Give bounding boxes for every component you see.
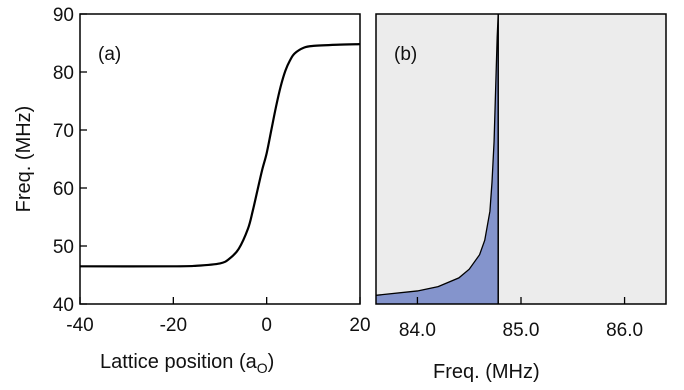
panel-b-x-tick-label: 85.0 (503, 320, 540, 341)
panel-a-ticks: 40 50 60 70 80 90 -40 -20 0 20 (53, 5, 371, 336)
panel-a-x-axis-title-subscript: O (257, 360, 268, 376)
panel-a-x-tick-label: 0 (261, 315, 272, 336)
panel-a-plot-area (79, 13, 361, 305)
panel-a-series-line (79, 43, 361, 268)
panel-a-x-tick-label: 20 (349, 315, 370, 336)
panel-b-x-tick-label: 84.0 (399, 320, 436, 341)
panel-a-x-tick-label: -40 (66, 315, 93, 336)
panel-a-y-axis-title: Freq. (MHz) (13, 106, 35, 213)
panel-a-x-tick-label: -20 (160, 315, 187, 336)
panel-a-y-tick-label: 70 (53, 121, 74, 142)
panel-b: 84.0 85.0 86.0 (b) Freq. (MHz) (375, 13, 667, 383)
panel-a-x-axis-title-close: ) (268, 351, 275, 373)
panel-a-y-tick-label: 50 (53, 237, 74, 258)
panel-a-y-tick-label: 90 (53, 5, 74, 26)
panel-b-ticks: 84.0 85.0 86.0 (399, 297, 643, 341)
panel-b-density-fill (376, 14, 499, 304)
panel-a: 40 50 60 70 80 90 -40 -20 0 20 (a) Freq. (MHz) La… (13, 5, 371, 376)
panel-b-tag: (b) (394, 44, 417, 65)
panel-b-x-tick-label: 86.0 (606, 320, 643, 341)
panel-a-x-axis-title: Lattice position (aO) (100, 351, 274, 376)
panel-a-y-tick-label: 60 (53, 179, 74, 200)
panel-a-y-tick-label: 80 (53, 63, 74, 84)
panel-a-tag: (a) (98, 44, 121, 65)
panel-a-y-tick-label: 40 (53, 295, 74, 316)
panel-b-density-line (375, 13, 499, 296)
panel-a-x-axis-title-main: Lattice position (a (100, 351, 258, 373)
panel-b-plot-area (376, 14, 666, 304)
panel-b-x-axis-title: Freq. (MHz) (433, 361, 540, 383)
